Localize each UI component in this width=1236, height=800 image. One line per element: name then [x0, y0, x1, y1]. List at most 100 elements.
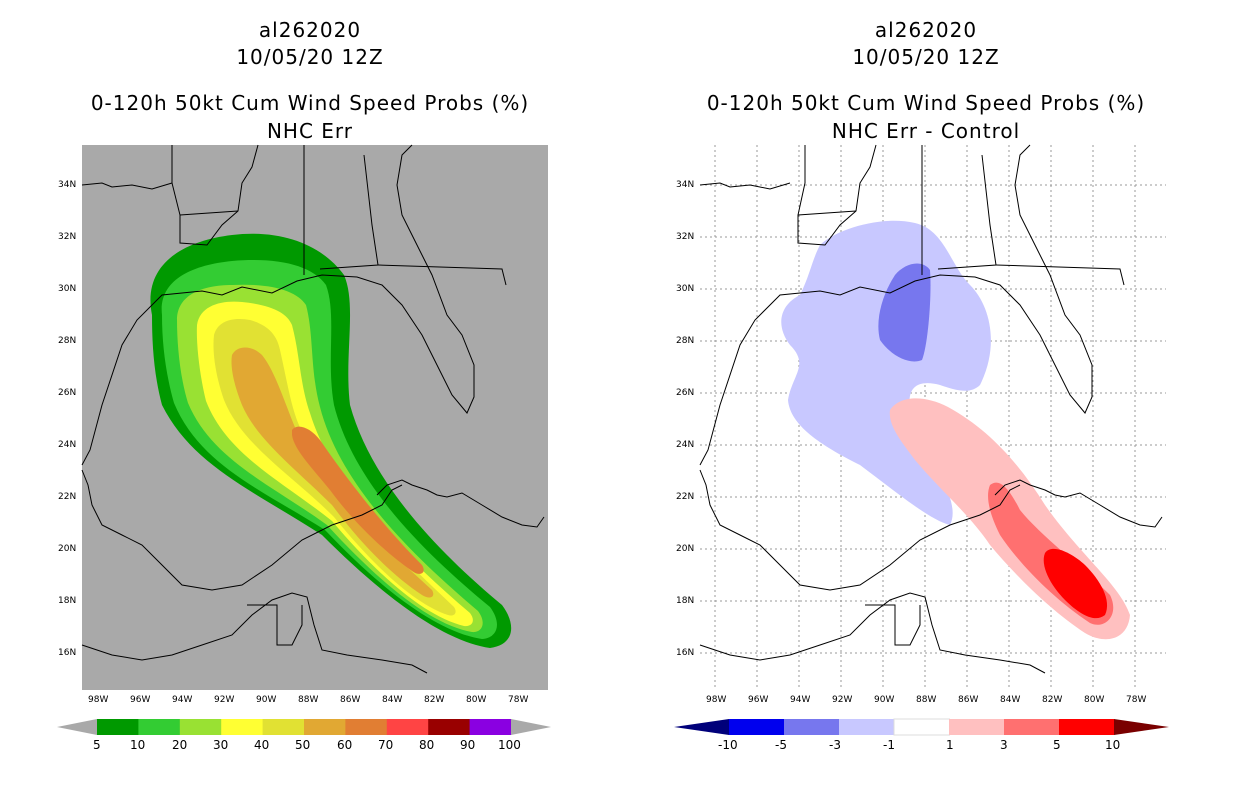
right-lon-label: 78W [1126, 695, 1147, 705]
right-colorbar-cell [1004, 719, 1060, 735]
right-lat-label: 24N [676, 440, 695, 450]
right-coastline [699, 144, 1163, 674]
right-difference-shading [781, 220, 1130, 640]
right-lat-label: 32N [676, 232, 695, 242]
left-subtitle: NHC Err [266, 119, 354, 143]
left-state-borders [171, 144, 507, 286]
right-lat-label: 28N [676, 336, 695, 346]
left-lat-label: 24N [58, 440, 77, 450]
left-colorbar-label: 90 [460, 738, 476, 752]
left-lat-label: 28N [58, 336, 77, 346]
left-lon-label: 96W [130, 695, 151, 705]
right-lon-label: 90W [874, 695, 895, 705]
right-lon-label: 82W [1042, 695, 1063, 705]
right-lon-label: 86W [958, 695, 979, 705]
left-colorbar-cell [221, 719, 264, 735]
left-lon-label: 82W [424, 695, 445, 705]
left-lon-label: 98W [88, 695, 109, 705]
left-colorbar-label: 30 [213, 738, 229, 752]
right-lat-label: 26N [676, 388, 695, 398]
right-lat-label: 22N [676, 492, 695, 502]
left-colorbar [57, 719, 551, 735]
right-lat-label: 30N [676, 284, 695, 294]
left-probability-shading [150, 233, 512, 648]
left-lat-label: 34N [58, 180, 77, 190]
right-lon-label: 92W [832, 695, 853, 705]
left-colorbar-cell [138, 719, 181, 735]
right-storm-id: al262020 [874, 18, 978, 42]
right-colorbar-label: -10 [718, 738, 738, 752]
right-colorbar-cell [949, 719, 1005, 735]
right-country-borders [865, 604, 921, 646]
right-colorbar-label: -3 [829, 738, 841, 752]
right-date: 10/05/20 12Z [852, 45, 1000, 69]
left-lat-label: 16N [58, 648, 77, 658]
left-date: 10/05/20 12Z [236, 45, 384, 69]
right-colorbar-label: -1 [883, 738, 895, 752]
diff-pos-5 [1043, 548, 1108, 619]
left-lon-label: 94W [172, 695, 193, 705]
left-colorbar-label: 20 [172, 738, 188, 752]
left-coastline [81, 144, 545, 674]
right-colorbar-label: 1 [946, 738, 954, 752]
prob-60 [292, 426, 424, 574]
left-colorbar-label: 60 [337, 738, 353, 752]
right-lat-label: 20N [676, 544, 695, 554]
right-subtitle: NHC Err - Control [831, 119, 1021, 143]
left-lon-label: 86W [340, 695, 361, 705]
left-lon-label: 80W [466, 695, 487, 705]
right-lon-label: 84W [1000, 695, 1021, 705]
right-lat-label: 18N [676, 596, 695, 606]
right-colorbar-label: 5 [1053, 738, 1061, 752]
left-lat-label: 22N [58, 492, 77, 502]
left-lat-label: 32N [58, 232, 77, 242]
right-colorbar-label: 3 [1000, 738, 1008, 752]
left-colorbar-label: 100 [498, 738, 521, 752]
left-storm-id: al262020 [258, 18, 362, 42]
left-colorbar-cell [469, 719, 512, 735]
right-lon-label: 96W [748, 695, 769, 705]
right-colorbar-label: 10 [1105, 738, 1121, 752]
right-lon-label: 80W [1084, 695, 1105, 705]
right-title: 0-120h 50kt Cum Wind Speed Probs (%) [706, 91, 1146, 115]
left-colorbar-under-arrow [57, 719, 97, 735]
left-colorbar-label: 10 [130, 738, 146, 752]
left-colorbar-over-arrow [511, 719, 551, 735]
left-lat-label: 30N [58, 284, 77, 294]
right-lat-label: 16N [676, 648, 695, 658]
left-country-borders [247, 604, 303, 646]
left-colorbar-label: 5 [93, 738, 101, 752]
right-colorbar-under-arrow [674, 719, 729, 735]
diff-neg-1 [781, 220, 991, 525]
left-lon-label: 84W [382, 695, 403, 705]
left-lon-label: 90W [256, 695, 277, 705]
left-colorbar-cell [386, 719, 429, 735]
right-lon-label: 88W [916, 695, 937, 705]
left-lat-label: 26N [58, 388, 77, 398]
right-state-borders [797, 144, 1125, 286]
left-colorbar-label: 50 [295, 738, 311, 752]
right-colorbar-cell [729, 719, 785, 735]
left-colorbar-label: 40 [254, 738, 270, 752]
right-colorbar-label: -5 [775, 738, 787, 752]
left-colorbar-cell [97, 719, 139, 735]
left-lon-label: 88W [298, 695, 319, 705]
left-title: 0-120h 50kt Cum Wind Speed Probs (%) [90, 91, 530, 115]
left-lon-label: 78W [508, 695, 529, 705]
right-map [699, 144, 1166, 690]
left-lat-label: 18N [58, 596, 77, 606]
right-lat-label: 34N [676, 180, 695, 190]
left-colorbar-label: 70 [378, 738, 394, 752]
prob-50 [231, 347, 434, 598]
right-colorbar-cell [839, 719, 895, 735]
left-colorbar-cell [345, 719, 388, 735]
right-colorbar-cell [784, 719, 840, 735]
right-colorbar [674, 718, 1169, 736]
left-colorbar-label: 80 [419, 738, 435, 752]
right-colorbar-over-arrow [1114, 719, 1169, 735]
left-colorbar-cell [428, 719, 471, 735]
right-colorbar-cell [893, 718, 950, 736]
right-colorbar-cell [1059, 719, 1115, 735]
diff-neg-3 [878, 263, 931, 362]
left-colorbar-cell [179, 719, 222, 735]
